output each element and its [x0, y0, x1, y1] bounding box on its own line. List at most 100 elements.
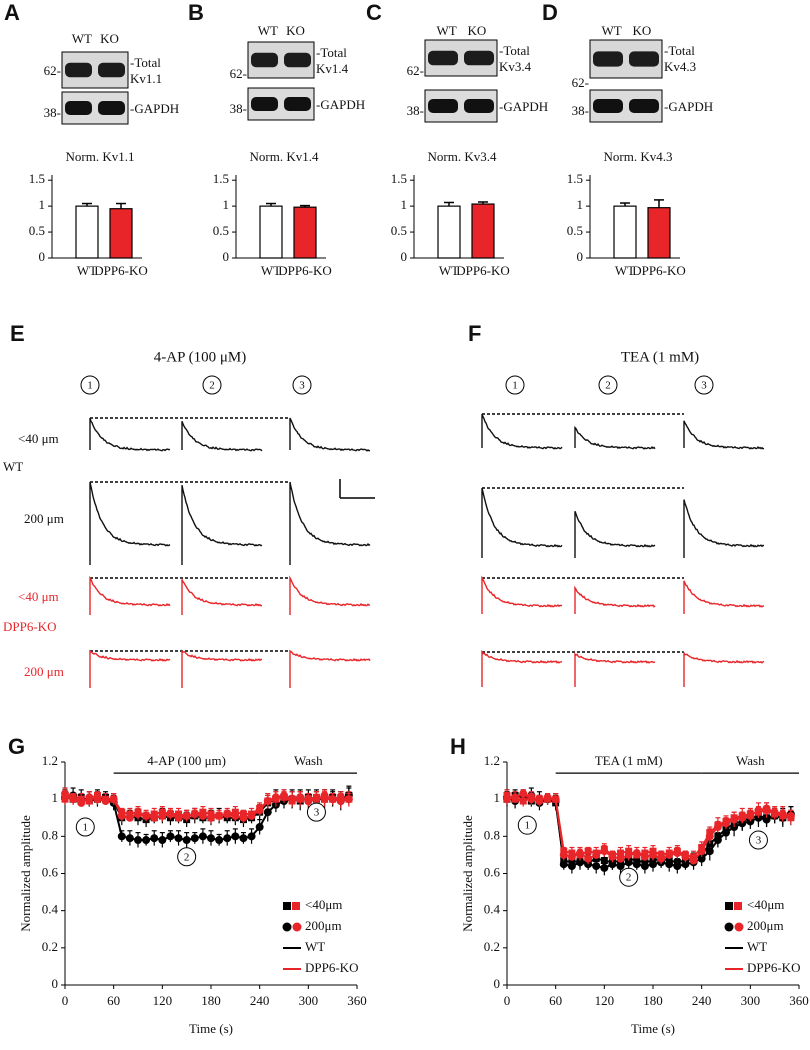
data-point	[519, 789, 528, 798]
lane-label: WT	[436, 23, 456, 38]
data-point	[336, 797, 345, 806]
data-point	[312, 795, 321, 804]
y-tick-label: 1.5	[391, 171, 407, 186]
lane-label: WT	[258, 23, 278, 38]
data-point	[730, 815, 739, 824]
mw-marker: 62-	[230, 66, 247, 81]
band	[629, 51, 659, 67]
protein-label: -Total	[664, 43, 695, 58]
data-point	[617, 849, 625, 857]
band	[464, 50, 494, 66]
x-tick-label: 60	[107, 993, 120, 1008]
step-circle	[202, 375, 222, 395]
mw-marker: 38-	[44, 105, 61, 120]
data-point	[142, 811, 151, 820]
gapdh-label: -GAPDH	[316, 97, 365, 112]
lane-label: KO	[632, 23, 651, 38]
panel-title: 4-AP (100 μM)	[154, 349, 246, 365]
trace	[683, 420, 765, 450]
x-tick-label: 120	[595, 993, 615, 1008]
data-point	[223, 810, 232, 819]
x-tick-label: 0	[62, 993, 69, 1008]
data-point	[215, 836, 224, 845]
step-label: 2	[184, 851, 190, 863]
data-point	[738, 813, 747, 822]
legend-label: DPP6-KO	[747, 960, 800, 975]
chart-title: Norm. Kv3.4	[428, 149, 497, 164]
trace	[289, 649, 371, 688]
data-point	[697, 854, 706, 863]
treatment-label: 4-AP (100 μm)	[147, 753, 226, 768]
chart-title: Norm. Kv4.3	[604, 149, 673, 164]
y-tick-label: 0	[52, 976, 59, 991]
legend-marker	[734, 922, 744, 932]
data-point	[247, 832, 256, 841]
data-point	[673, 862, 682, 871]
data-point	[705, 832, 714, 841]
data-point	[255, 823, 264, 832]
data-point	[142, 836, 151, 845]
data-point	[263, 808, 272, 817]
data-point	[551, 795, 560, 804]
x-tick-label: WT	[261, 263, 281, 278]
data-point	[190, 810, 199, 819]
data-point	[320, 791, 329, 800]
data-point	[255, 806, 264, 815]
trace	[574, 510, 656, 558]
protein-label: Kv4.3	[664, 59, 696, 74]
bar	[613, 205, 637, 259]
data-point	[559, 850, 568, 859]
group-label: DPP6-KO	[3, 619, 56, 634]
data-point	[150, 834, 159, 843]
x-tick-label: 240	[692, 993, 712, 1008]
band	[464, 99, 494, 113]
data-point	[770, 808, 779, 817]
step-label: 3	[299, 380, 305, 392]
series-line	[506, 794, 792, 869]
data-point	[503, 795, 511, 804]
trace	[481, 649, 563, 687]
bar	[75, 205, 99, 259]
trace	[574, 585, 656, 614]
mw-marker: 62-	[407, 63, 424, 78]
x-axis-label: Time (s)	[189, 1021, 233, 1036]
data-point	[713, 823, 722, 832]
step-circle	[177, 847, 197, 867]
mw-marker: 62-	[44, 63, 61, 78]
panel-letter: F	[468, 321, 481, 346]
data-point	[527, 795, 536, 804]
band	[284, 52, 311, 68]
data-point	[231, 811, 240, 820]
y-tick-label: 1	[494, 790, 501, 805]
y-tick-label: 1	[39, 197, 46, 212]
step-circle	[748, 830, 768, 850]
legend-marker	[292, 902, 300, 910]
trace	[289, 575, 371, 615]
data-point	[231, 832, 240, 841]
data-point	[673, 849, 682, 858]
x-tick-label: DPP6-KO	[632, 263, 685, 278]
band	[65, 101, 92, 115]
bar	[471, 203, 495, 259]
series-line	[506, 792, 792, 862]
protein-label: Kv1.4	[316, 61, 349, 76]
x-tick-label: 300	[299, 993, 319, 1008]
data-point	[198, 811, 207, 820]
data-point	[762, 815, 771, 824]
data-point	[705, 847, 714, 856]
y-tick-label: 0.5	[29, 223, 45, 238]
data-point	[722, 819, 730, 828]
panel-letter: E	[10, 321, 25, 346]
gapdh-label: -GAPDH	[664, 99, 713, 114]
row-label: 200 μm	[24, 511, 64, 526]
data-point	[567, 862, 576, 871]
x-tick-label: DPP6-KO	[456, 263, 509, 278]
step-label: 1	[525, 820, 531, 832]
data-point	[543, 793, 552, 802]
row-label: <40 μm	[18, 589, 59, 604]
data-point	[584, 854, 593, 863]
lane-label: KO	[286, 23, 305, 38]
protein-label: -Total	[316, 45, 347, 60]
data-point	[69, 795, 78, 804]
step-label: 2	[209, 380, 215, 392]
